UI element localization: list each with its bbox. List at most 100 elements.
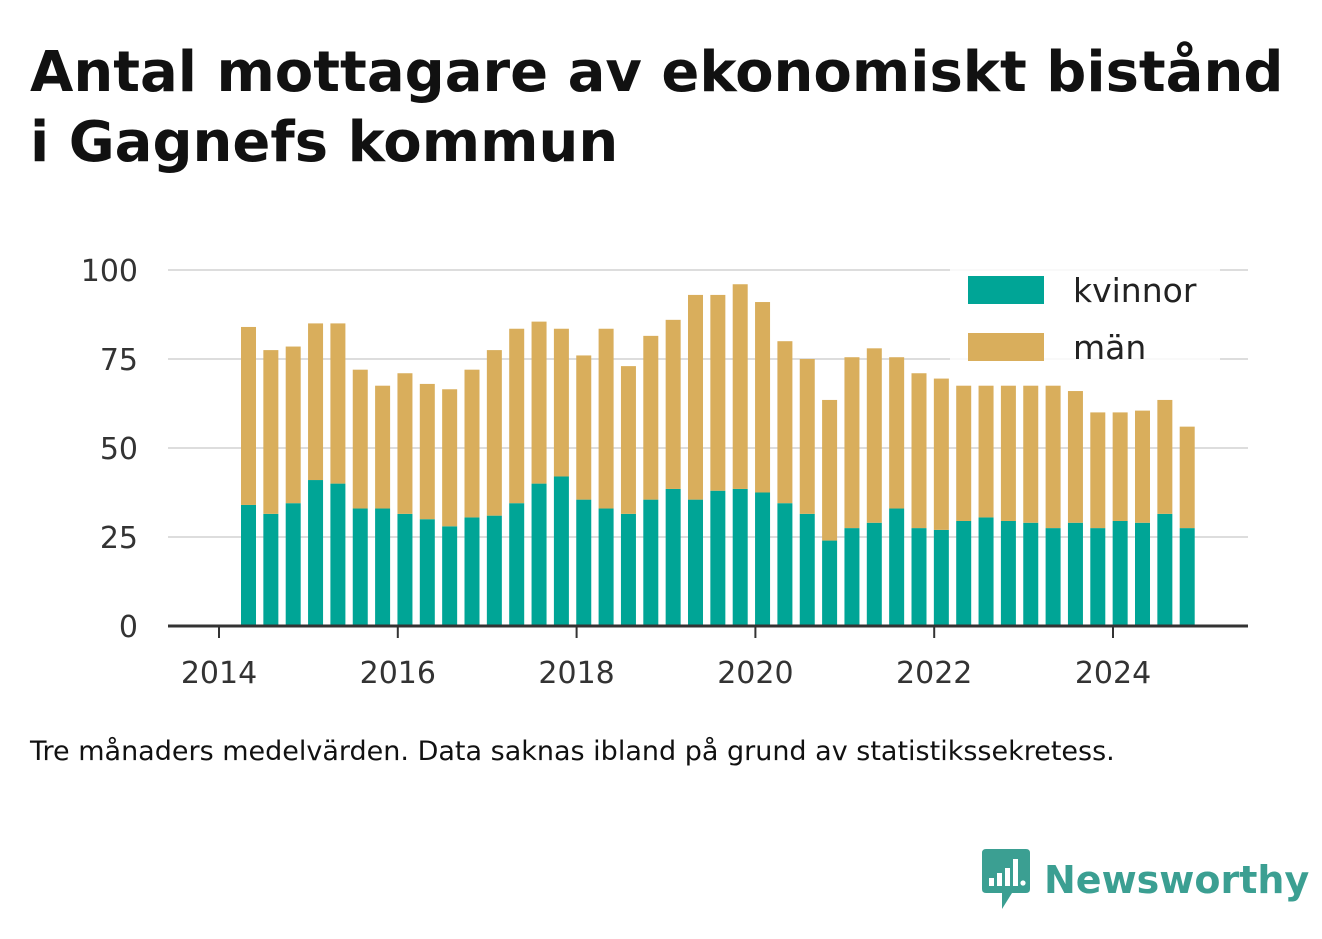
bar-man xyxy=(531,321,547,484)
bar-kvinnor xyxy=(933,529,949,626)
bar-man xyxy=(978,385,994,518)
bar-kvinnor xyxy=(710,490,726,626)
bar-kvinnor xyxy=(620,513,636,626)
bar-kvinnor xyxy=(1135,522,1151,626)
y-tick-label: 100 xyxy=(81,254,138,289)
bar-kvinnor xyxy=(643,499,659,626)
chart-footnote: Tre månaders medelvärden. Data saknas ib… xyxy=(30,736,1115,767)
bar-kvinnor xyxy=(553,476,569,626)
bar-kvinnor xyxy=(866,522,882,626)
bar-man xyxy=(777,341,793,504)
bar-kvinnor xyxy=(598,508,614,626)
bar-kvinnor xyxy=(531,483,547,626)
bar-kvinnor xyxy=(241,504,257,626)
bar-kvinnor xyxy=(1157,513,1173,626)
bar-kvinnor xyxy=(1112,520,1128,626)
chart-title: Antal mottagare av ekonomiskt bistånd i … xyxy=(30,38,1300,178)
bar-kvinnor xyxy=(799,513,815,626)
bar-kvinnor xyxy=(911,528,927,626)
bar-man xyxy=(486,350,502,516)
bar-kvinnor xyxy=(285,503,301,626)
bar-kvinnor xyxy=(308,480,324,626)
bar-man xyxy=(866,348,882,523)
bar-man xyxy=(308,323,324,481)
bar-man xyxy=(889,357,905,509)
bar-kvinnor xyxy=(844,528,860,626)
x-tick-label: 2020 xyxy=(717,656,793,691)
bar-kvinnor xyxy=(263,513,279,626)
bar-man xyxy=(822,399,838,541)
x-tick-label: 2022 xyxy=(896,656,972,691)
x-tick-label: 2018 xyxy=(538,656,614,691)
legend-label-man: män xyxy=(1073,328,1146,367)
bar-man xyxy=(1179,426,1195,529)
bar-man xyxy=(956,385,972,521)
bar-man xyxy=(643,335,659,500)
x-tick-label: 2024 xyxy=(1075,656,1151,691)
bar-kvinnor xyxy=(509,503,525,626)
bar-kvinnor xyxy=(956,520,972,626)
bar-kvinnor xyxy=(442,526,458,626)
bar-man xyxy=(665,319,681,489)
bar-man xyxy=(285,346,301,504)
bar-kvinnor xyxy=(330,483,346,626)
bar-man xyxy=(1023,385,1039,523)
bar-man xyxy=(1045,385,1061,529)
bar-kvinnor xyxy=(732,488,748,626)
bar-kvinnor xyxy=(464,517,480,626)
bar-man xyxy=(1000,385,1016,521)
bar-man xyxy=(375,385,391,509)
bar-man xyxy=(620,366,636,514)
bar-man xyxy=(576,355,592,500)
bar-kvinnor xyxy=(978,517,994,626)
bar-man xyxy=(1067,391,1083,523)
chart-title-line-1: Antal mottagare av ekonomiskt bistånd xyxy=(30,40,1284,105)
newsworthy-logo-icon xyxy=(982,849,1030,909)
legend-swatch-man xyxy=(968,333,1044,361)
bar-kvinnor xyxy=(1045,528,1061,626)
bar-kvinnor xyxy=(1067,522,1083,626)
y-tick-label: 0 xyxy=(119,610,138,645)
bar-man xyxy=(688,294,704,500)
bar-kvinnor xyxy=(889,508,905,626)
bar-kvinnor xyxy=(419,519,435,626)
bar-kvinnor xyxy=(1000,520,1016,626)
chart-title-line-2: i Gagnefs kommun xyxy=(30,110,619,175)
bar-man xyxy=(598,328,614,509)
bar-man xyxy=(1157,399,1173,514)
bar-man xyxy=(241,326,257,505)
bar-man xyxy=(911,373,927,529)
bar-man xyxy=(509,328,525,504)
bar-man xyxy=(1090,412,1106,529)
bar-man xyxy=(933,378,949,530)
bar-man xyxy=(352,369,368,509)
bar-kvinnor xyxy=(822,540,838,626)
bar-man xyxy=(330,323,346,484)
bar-man xyxy=(397,373,413,514)
bar-kvinnor xyxy=(576,499,592,626)
x-tick-label: 2014 xyxy=(181,656,257,691)
bar-man xyxy=(464,369,480,518)
bar-kvinnor xyxy=(1023,522,1039,626)
bar-man xyxy=(799,359,815,514)
y-tick-label: 25 xyxy=(100,521,138,556)
bar-kvinnor xyxy=(1090,528,1106,626)
bar-man xyxy=(710,294,726,491)
brand-logo: Newsworthy xyxy=(980,848,1309,912)
bar-man xyxy=(844,357,860,529)
bar-man xyxy=(553,328,569,477)
bar-man xyxy=(442,389,458,527)
bar-kvinnor xyxy=(375,508,391,626)
bar-man xyxy=(732,284,748,489)
bar-kvinnor xyxy=(665,488,681,626)
stacked-bar-chart: 0 25 50 75 100 2014 2016 2018 2020 2022 2024 kvinno… xyxy=(81,254,1248,691)
bar-man xyxy=(419,383,435,520)
bar-kvinnor xyxy=(486,515,502,626)
brand-name: Newsworthy xyxy=(1044,858,1310,902)
bar-kvinnor xyxy=(1179,528,1195,626)
bar-man xyxy=(755,302,771,493)
bar-kvinnor xyxy=(352,508,368,626)
bar-man xyxy=(263,350,279,514)
bar-kvinnor xyxy=(777,503,793,626)
bar-man xyxy=(1112,412,1128,521)
